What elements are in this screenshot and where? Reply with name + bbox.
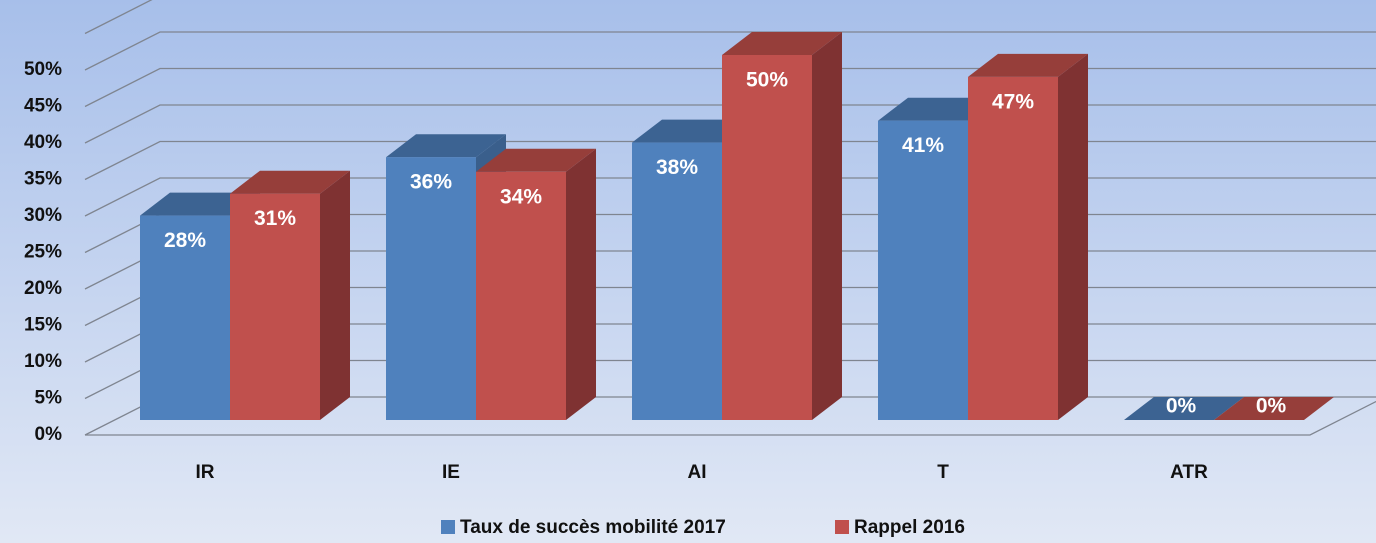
y-tick-label: 0% [35,424,63,445]
x-tick-label: AI [688,462,707,483]
legend-label: Taux de succès mobilité 2017 [460,517,726,538]
y-tick-label: 35% [24,169,62,190]
value-label: 31% [254,207,296,230]
bar [140,215,230,420]
bar [968,76,1058,421]
x-tick-label: ATR [1170,462,1208,483]
legend-swatch [441,520,455,534]
bar-top [386,134,506,158]
value-label: 47% [992,90,1034,113]
x-tick-label: IR [196,462,215,483]
value-label: 0% [1166,395,1197,418]
bar-top [968,53,1088,77]
x-tick-label: IE [442,462,460,483]
y-tick-label: 20% [24,278,62,299]
y-tick-label: 15% [24,315,62,336]
y-tick-label: 45% [24,96,62,117]
bar [632,142,722,420]
value-label: 28% [164,229,206,252]
grid-line [84,31,1376,71]
wall-edge [84,0,153,35]
bar-top [230,170,350,194]
value-label: 41% [902,134,944,157]
x-tick-label: T [937,462,949,483]
y-tick-label: 50% [24,59,62,80]
bar-top [722,32,842,55]
bar-side [812,32,842,420]
bar [476,171,566,420]
bar [878,120,968,420]
value-label: 36% [410,171,452,194]
y-tick-label: 10% [24,351,62,372]
bar-top [1214,397,1334,420]
y-tick-label: 25% [24,242,62,263]
legend-swatch [835,520,849,534]
bar [230,193,320,420]
bar-side [320,170,350,420]
value-label: 38% [656,156,698,179]
bar-top [1124,397,1244,420]
bar-side [566,148,596,421]
bar [386,157,476,420]
y-tick-label: 5% [35,388,63,409]
y-tick-label: 30% [24,205,62,226]
bar-side [1058,53,1088,421]
legend-label: Rappel 2016 [854,517,965,538]
value-label: 50% [746,69,788,92]
floor-edge [85,400,1376,436]
y-tick-label: 40% [24,132,62,153]
bar-top [476,148,596,172]
bar [722,55,812,420]
value-label: 34% [500,185,542,208]
value-label: 0% [1256,395,1287,418]
